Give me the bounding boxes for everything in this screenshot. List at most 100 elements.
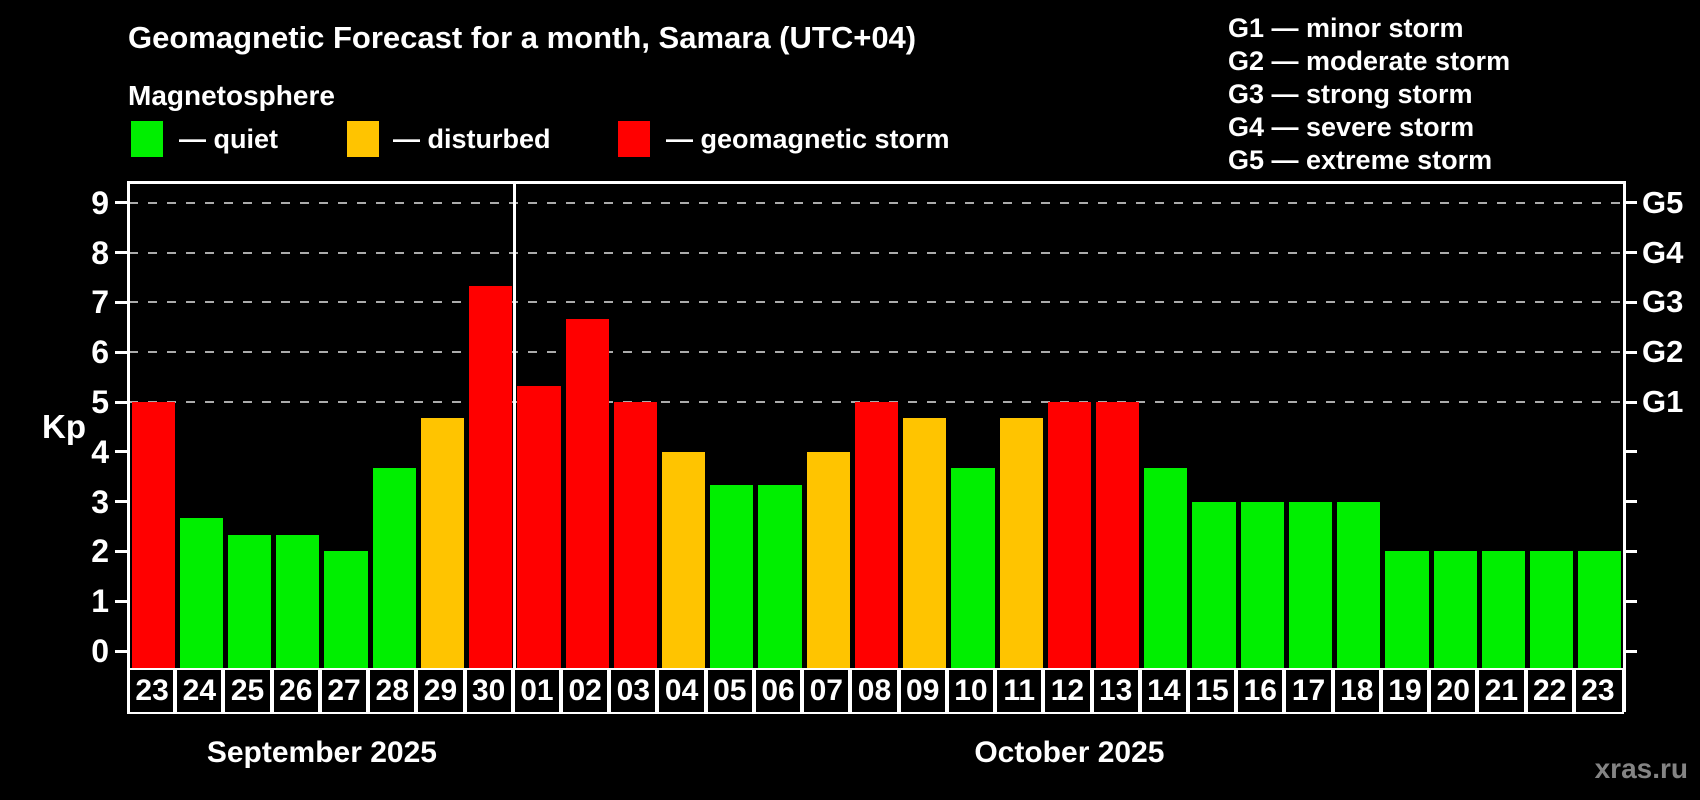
date-label-cell: 26 — [269, 668, 322, 714]
kp-bar-18 — [1337, 501, 1381, 668]
g-legend-line: G1 — minor storm — [1228, 13, 1464, 43]
kp-bar-25 — [227, 534, 272, 668]
date-label-cell: 27 — [317, 668, 371, 714]
date-label-cell: 01 — [510, 668, 564, 714]
gridline-kp6 — [129, 351, 1624, 354]
y-axis-tick-label-0: 0 — [91, 633, 109, 669]
y-axis-tick-6 — [115, 350, 127, 354]
date-label-cell: 02 — [559, 668, 612, 714]
kp-bar-10 — [951, 468, 995, 668]
date-label-cell: 19 — [1378, 668, 1432, 714]
date-label-cell: 07 — [800, 668, 853, 714]
date-label-cell: 10 — [944, 668, 998, 714]
right-axis-tick-8 — [1625, 251, 1637, 255]
kp-bar-30 — [469, 285, 513, 668]
storm-legend-label: — geomagnetic storm — [666, 124, 950, 154]
right-axis-tick-9 — [1625, 201, 1637, 205]
date-label-cell: 18 — [1330, 668, 1383, 714]
kp-bar-27 — [324, 551, 368, 668]
kp-bar-28 — [372, 468, 416, 668]
kp-bar-14 — [1144, 468, 1188, 668]
disturbed-legend-label: — disturbed — [393, 124, 551, 154]
g-level-label-G2: G2 — [1642, 334, 1684, 370]
kp-bar-12 — [1047, 402, 1091, 668]
y-axis-tick-7 — [115, 300, 127, 304]
date-label-cell: 20 — [1427, 668, 1480, 714]
g-scale-legend: G1 — minor storm G2 — moderate storm G3 — … — [1228, 12, 1510, 177]
date-label-cell: 21 — [1475, 668, 1528, 714]
date-label-cell: 05 — [703, 668, 756, 714]
y-axis-tick-0 — [115, 649, 127, 653]
date-label-cell: 23 — [1571, 668, 1624, 714]
date-label-cell: 09 — [896, 668, 949, 714]
g-level-label-G4: G4 — [1642, 234, 1684, 270]
date-label-cell: 22 — [1523, 668, 1576, 714]
kp-bar-11 — [999, 418, 1043, 668]
right-axis-tick-6 — [1625, 350, 1637, 354]
y-axis-tick-9 — [115, 201, 127, 205]
quiet-swatch — [131, 121, 163, 157]
month-label-0: September 2025 — [206, 736, 437, 769]
kp-bar-21 — [1481, 551, 1526, 668]
date-label-cell: 14 — [1137, 668, 1190, 714]
right-axis-tick-7 — [1625, 300, 1637, 304]
y-axis-title: Kp — [42, 408, 86, 445]
right-axis-tick-1 — [1625, 599, 1637, 603]
g-legend-line: G2 — moderate storm — [1228, 46, 1511, 76]
g-level-label-G3: G3 — [1642, 284, 1684, 320]
y-axis-tick-label-6: 6 — [91, 334, 109, 371]
kp-bar-03 — [613, 402, 657, 668]
right-axis-tick-0 — [1625, 649, 1637, 653]
date-label-cell: 17 — [1282, 668, 1335, 714]
date-label-cell: 12 — [1041, 668, 1094, 714]
right-axis-tick-2 — [1625, 549, 1637, 553]
y-axis-tick-label-3: 3 — [91, 483, 109, 520]
month-separator — [513, 183, 517, 668]
g-legend-line: G3 — strong storm — [1228, 79, 1473, 109]
y-axis-tick-3 — [115, 500, 127, 504]
gridline-kp7 — [129, 301, 1624, 304]
g-legend-line: G4 — severe storm — [1228, 112, 1475, 142]
quiet-legend-label: — quiet — [179, 124, 278, 154]
y-axis-tick-8 — [115, 251, 127, 255]
right-axis-tick-4 — [1625, 450, 1637, 454]
date-label-cell: 25 — [221, 668, 274, 714]
kp-bar-06 — [758, 485, 802, 668]
date-label-cell: 30 — [462, 668, 515, 714]
y-axis-tick-label-4: 4 — [91, 433, 109, 470]
watermark: xras.ru — [1594, 753, 1688, 784]
chart-subtitle: Magnetosphere — [128, 80, 335, 111]
date-label-cell: 04 — [655, 668, 708, 714]
date-label-cell: 13 — [1089, 668, 1142, 714]
date-label-cell: 03 — [607, 668, 660, 714]
kp-bar-22 — [1530, 551, 1574, 668]
y-axis-tick-label-9: 9 — [91, 184, 109, 221]
kp-bar-13 — [1096, 402, 1140, 668]
kp-bar-26 — [276, 534, 320, 668]
chart-title: Geomagnetic Forecast for a month, Samara… — [128, 20, 917, 55]
kp-bar-01 — [517, 385, 561, 668]
date-label-cell: 28 — [366, 668, 419, 714]
date-label-cell: 16 — [1234, 668, 1287, 714]
kp-bar-17 — [1288, 501, 1333, 668]
kp-bar-19 — [1385, 551, 1429, 668]
disturbed-swatch — [347, 121, 379, 157]
kp-bar-23 — [131, 402, 175, 668]
kp-bar-20 — [1433, 551, 1477, 668]
y-axis-tick-5 — [115, 400, 127, 404]
kp-bar-09 — [903, 418, 947, 668]
g-legend-line: G5 — extreme storm — [1228, 145, 1493, 175]
kp-bar-23 — [1578, 551, 1622, 668]
date-label-cell: 24 — [173, 668, 226, 714]
date-label-cell: 15 — [1185, 668, 1239, 714]
kp-bar-07 — [806, 451, 850, 668]
kp-bar-29 — [420, 418, 465, 668]
date-label-cell: 23 — [127, 668, 178, 714]
kp-bar-05 — [710, 485, 754, 668]
y-axis-tick-4 — [115, 450, 127, 454]
y-axis-tick-2 — [115, 549, 127, 553]
kp-bar-08 — [854, 402, 899, 668]
date-label-cell: 11 — [993, 668, 1046, 714]
y-axis-tick-label-8: 8 — [91, 234, 109, 271]
